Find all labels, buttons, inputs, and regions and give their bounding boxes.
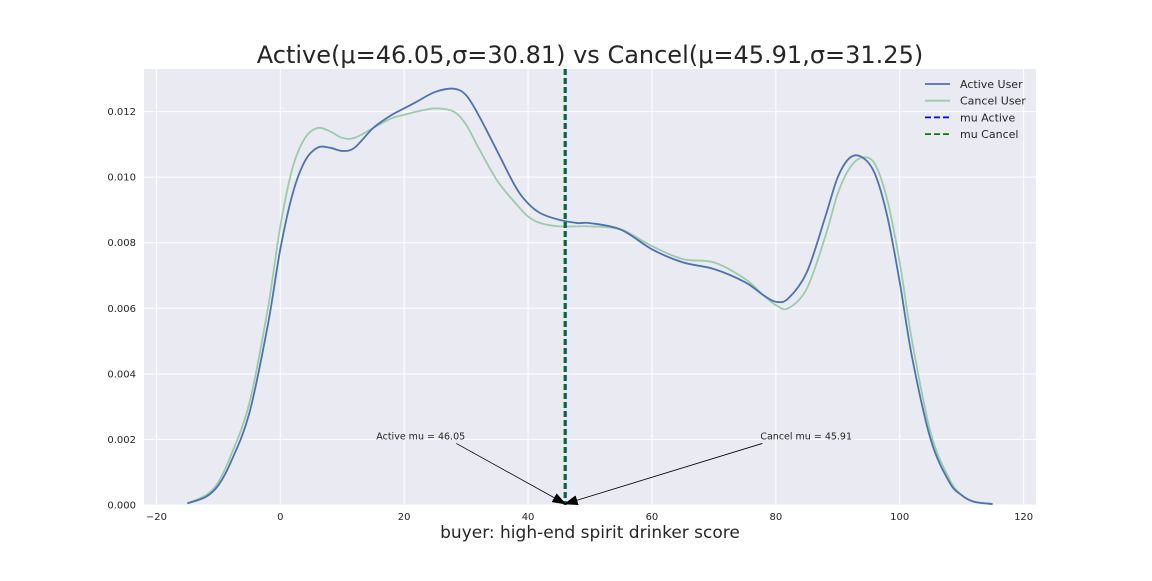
x-tick-label: −20	[146, 512, 167, 523]
legend-label: mu Active	[960, 111, 1015, 124]
annotation-label: Active mu = 46.05	[376, 431, 465, 442]
chart-title: Active(μ=46.05,σ=30.81) vs Cancel(μ=45.9…	[257, 41, 923, 69]
y-tick-label: 0.000	[107, 501, 136, 512]
x-tick-label: 40	[522, 512, 535, 523]
y-tick-label: 0.006	[107, 304, 136, 315]
legend-label: Cancel User	[960, 95, 1026, 108]
annotations: Active mu = 46.05 Cancel mu = 45.91	[376, 431, 852, 505]
x-axis-label: buyer: high-end spirit drinker score	[440, 523, 740, 543]
grid-lines	[144, 69, 1036, 506]
x-tick-label: 80	[769, 512, 782, 523]
y-tick-labels: 0.000 0.002 0.004 0.006 0.008 0.010 0.012	[107, 107, 136, 511]
mean-lines	[563, 69, 567, 505]
annotation-arrow	[563, 443, 763, 505]
plot-area	[144, 69, 1036, 505]
legend-label: mu Cancel	[960, 128, 1018, 141]
y-tick-label: 0.004	[107, 369, 136, 380]
y-tick-label: 0.012	[107, 107, 136, 118]
y-tick-label: 0.008	[107, 238, 136, 249]
series-line-cancel-user	[186, 107, 993, 505]
series-line-active-user	[187, 87, 993, 505]
x-tick-labels: −20 0 20 40 60 80 100 120	[146, 512, 1033, 523]
legend: Active User Cancel User mu Active mu Cancel	[925, 78, 1026, 141]
legend-label: Active User	[960, 78, 1023, 91]
x-tick-label: 0	[277, 512, 283, 523]
x-tick-label: 60	[646, 512, 659, 523]
y-tick-label: 0.010	[107, 173, 136, 184]
x-tick-label: 100	[890, 512, 909, 523]
y-tick-label: 0.002	[107, 435, 136, 446]
x-tick-label: 120	[1014, 512, 1033, 523]
series-group	[186, 87, 993, 505]
annotation-label: Cancel mu = 45.91	[760, 431, 852, 442]
x-tick-label: 20	[398, 512, 411, 523]
annotation-arrow	[456, 443, 567, 505]
